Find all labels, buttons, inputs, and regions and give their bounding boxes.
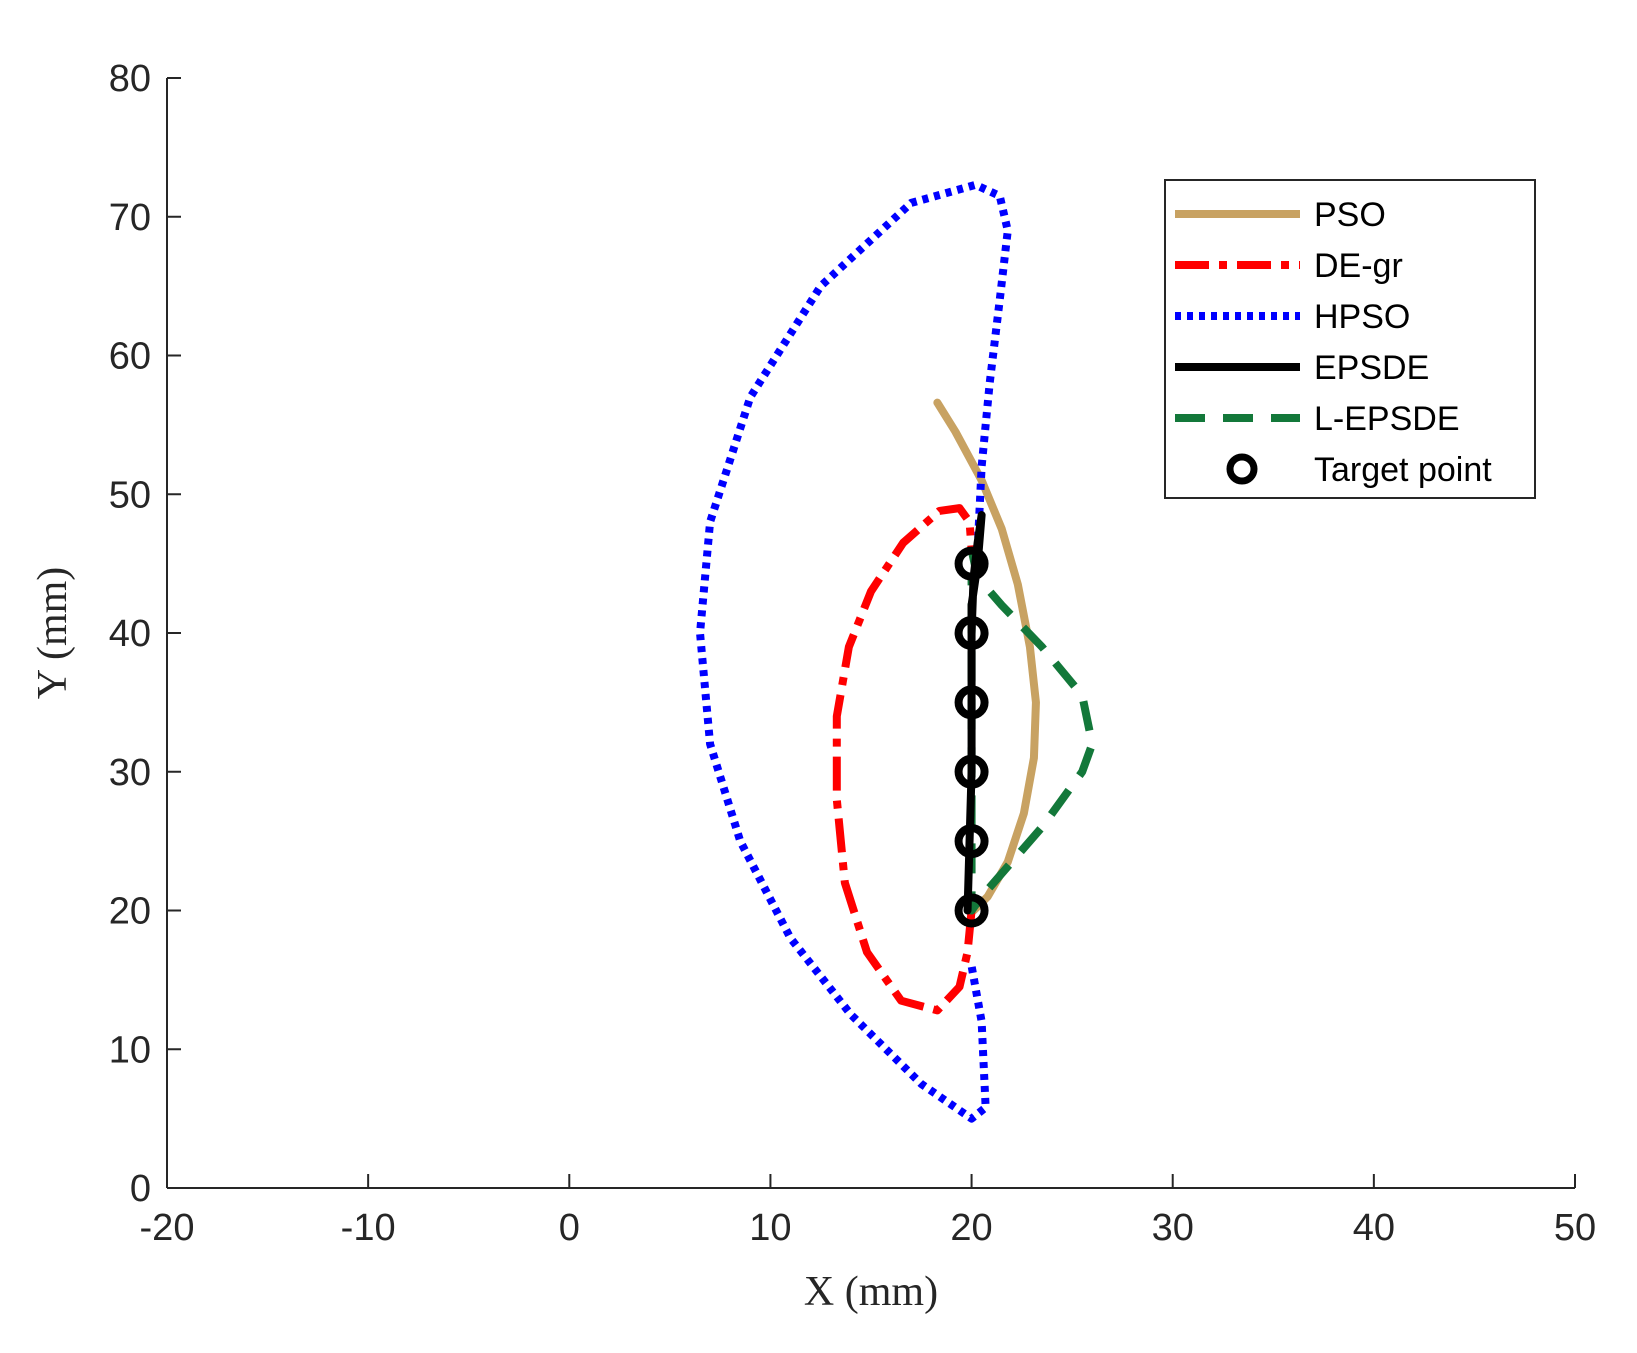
data-layer xyxy=(696,180,1097,1123)
target-point-marker xyxy=(954,685,989,720)
legend: PSO DE-gr HPSO EPSDE L-EPSDE Target point xyxy=(1164,179,1536,499)
legend-label-l-epsde: L-EPSDE xyxy=(1314,400,1460,438)
y-axis: 0 10 20 30 40 50 60 70 80 xyxy=(109,58,181,1210)
legend-label-hpso: HPSO xyxy=(1314,298,1410,336)
y-axis-title: Y (mm) xyxy=(30,567,76,700)
y-tick-label: 20 xyxy=(109,891,151,933)
x-axis: -20 -10 0 10 20 30 40 50 xyxy=(140,1174,1596,1249)
target-point-marker xyxy=(954,616,989,650)
y-tick-label: 80 xyxy=(109,58,151,100)
x-tick-label: 10 xyxy=(749,1207,791,1249)
de-gr-series-line xyxy=(832,504,976,1015)
epsde-series-line xyxy=(963,511,986,915)
y-tick-label: 30 xyxy=(109,752,151,794)
x-tick-label: -20 xyxy=(140,1207,195,1249)
x-axis-title: X (mm) xyxy=(804,1269,938,1315)
x-tick-label: -10 xyxy=(341,1207,396,1249)
y-tick-label: 60 xyxy=(109,336,151,378)
x-tick-label: 50 xyxy=(1554,1207,1596,1249)
legend-swatch-target-point xyxy=(1226,453,1258,485)
y-tick-label: 50 xyxy=(109,474,151,516)
x-tick-label: 20 xyxy=(950,1207,992,1249)
legend-label-target-point: Target point xyxy=(1314,451,1492,489)
target-point-marker xyxy=(954,824,989,859)
y-tick-label: 40 xyxy=(109,613,151,655)
legend-label-epsde: EPSDE xyxy=(1314,349,1429,387)
target-point-marker xyxy=(954,754,989,789)
y-tick-label: 0 xyxy=(130,1168,151,1210)
x-tick-label: 0 xyxy=(559,1207,580,1249)
legend-box xyxy=(1164,179,1536,499)
y-tick-label: 10 xyxy=(109,1029,151,1071)
x-tick-label: 40 xyxy=(1353,1207,1395,1249)
legend-label-pso: PSO xyxy=(1314,196,1386,234)
x-tick-label: 30 xyxy=(1152,1207,1194,1249)
target-point-marker xyxy=(954,893,989,928)
legend-label-de-gr: DE-gr xyxy=(1314,247,1403,285)
target-point-marker xyxy=(954,546,989,581)
y-tick-label: 70 xyxy=(109,197,151,239)
